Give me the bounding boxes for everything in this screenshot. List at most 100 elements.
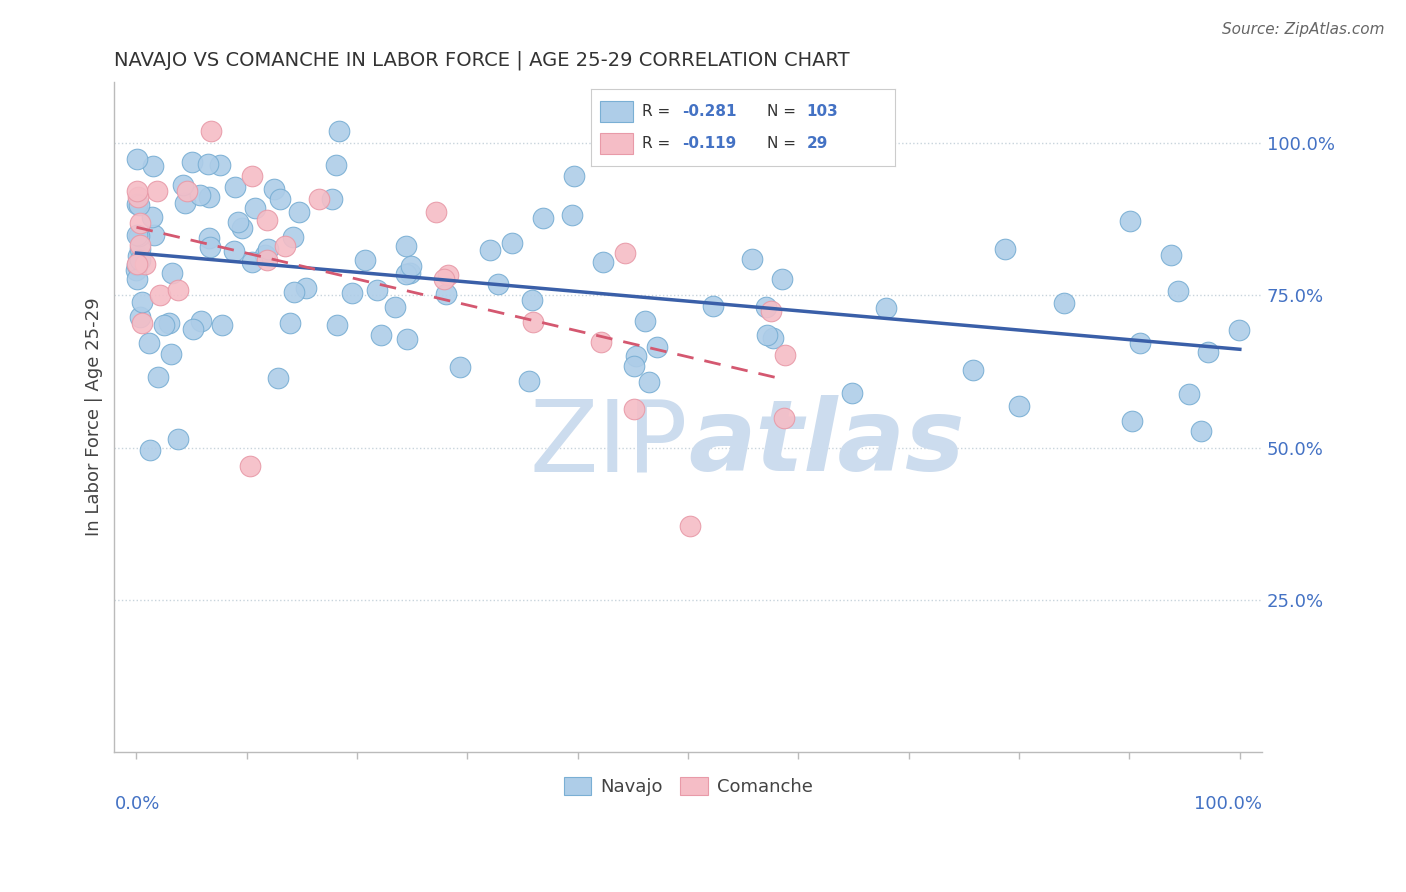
Point [141,211,163,225]
Point [256,252,278,267]
Point [325,158,347,172]
Point [395,332,418,346]
Point [841,386,863,401]
Point [242,255,264,269]
Point [449,359,471,374]
Point [198,231,221,245]
Point [200,124,222,138]
Text: Source: ZipAtlas.com: Source: ZipAtlas.com [1222,22,1385,37]
Point [519,374,541,388]
Point [433,271,456,285]
Point [167,432,190,446]
Point [224,180,246,194]
Point [741,252,763,267]
Point [278,316,301,330]
Point [129,237,152,252]
Point [328,124,350,138]
Point [399,266,422,280]
Point [125,271,148,285]
Point [1118,214,1140,228]
Point [479,243,502,257]
Point [962,363,984,377]
Point [159,346,181,360]
Point [592,255,614,269]
Point [340,286,363,301]
Point [274,239,297,253]
Point [239,458,262,473]
Point [678,519,700,533]
Point [366,283,388,297]
Point [146,184,169,198]
Text: atlas: atlas [688,395,965,492]
Point [283,285,305,299]
Point [1160,248,1182,262]
Point [256,213,278,227]
Point [129,242,152,256]
Point [149,287,172,301]
Point [125,184,148,198]
Text: 100.0%: 100.0% [1194,796,1263,814]
Point [240,169,263,184]
Point [209,158,232,172]
Point [127,249,149,263]
Point [188,187,211,202]
Point [129,216,152,230]
Point [125,263,148,277]
Point [395,238,418,252]
Point [501,236,523,251]
Point [522,315,544,329]
Text: NAVAJO VS COMANCHE IN LABOR FORCE | AGE 25-29 CORRELATION CHART: NAVAJO VS COMANCHE IN LABOR FORCE | AGE … [114,51,851,70]
Point [1227,323,1250,337]
Point [370,327,392,342]
Point [127,190,149,204]
Point [134,257,156,271]
Point [399,259,422,273]
Point [308,192,330,206]
Text: 0.0%: 0.0% [114,796,160,814]
Point [226,215,249,229]
Point [623,401,645,416]
Point [1167,284,1189,298]
Point [759,304,782,318]
Point [875,301,897,316]
Point [181,322,204,336]
Point [326,318,349,332]
Point [288,204,311,219]
Point [198,190,221,204]
Point [142,160,165,174]
Point [138,336,160,351]
Point [1198,344,1220,359]
Point [153,318,176,332]
Point [243,201,266,215]
Point [125,197,148,211]
Point [1053,296,1076,310]
Point [198,240,221,254]
Point [172,178,194,193]
Point [773,411,796,425]
Point [174,195,197,210]
Point [634,314,657,328]
Legend: Navajo, Comanche: Navajo, Comanche [557,770,820,803]
Point [1129,336,1152,351]
Point [436,268,458,282]
Point [197,156,219,170]
Point [253,248,276,262]
Point [125,257,148,271]
Point [263,182,285,196]
Point [773,348,796,362]
Point [181,154,204,169]
Point [128,228,150,243]
Point [128,198,150,212]
Point [384,300,406,314]
Point [125,258,148,272]
Point [1008,400,1031,414]
Point [167,283,190,297]
Point [211,318,233,332]
Point [160,266,183,280]
Point [434,286,457,301]
Point [770,272,793,286]
Y-axis label: In Labor Force | Age 25-29: In Labor Force | Age 25-29 [86,298,103,536]
Point [702,300,724,314]
Text: ZIP: ZIP [530,395,688,492]
Point [561,208,583,222]
